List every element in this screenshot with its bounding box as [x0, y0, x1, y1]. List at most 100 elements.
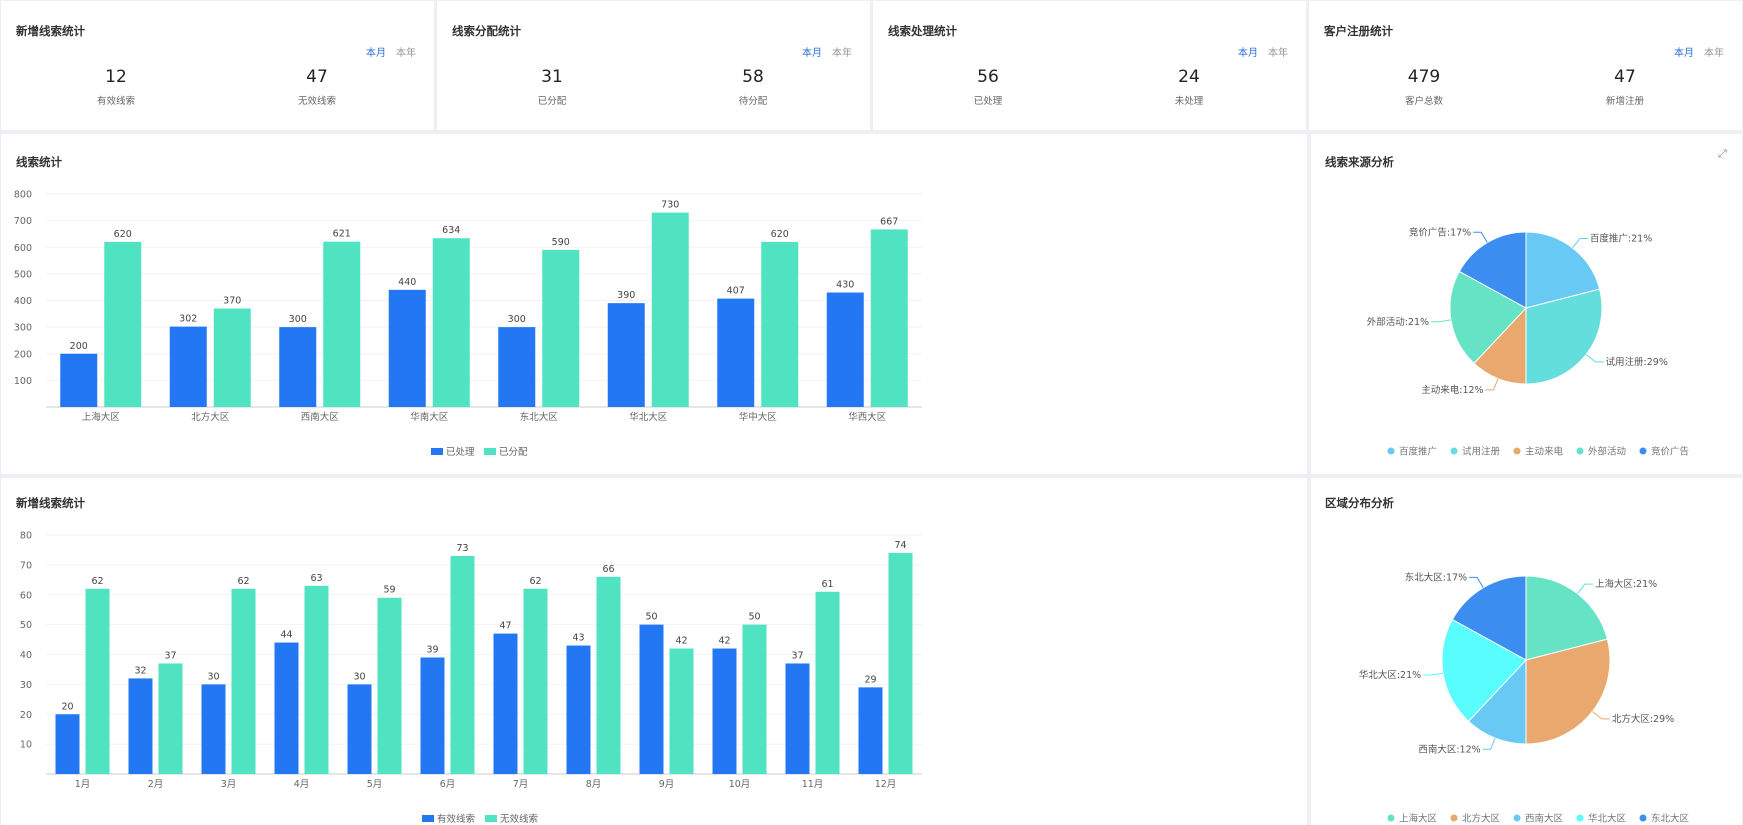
bar[interactable] — [785, 663, 810, 774]
legend-swatch — [1387, 814, 1395, 822]
x-tick-label: 上海大区 — [82, 411, 121, 423]
bar[interactable] — [669, 648, 694, 774]
toggle-month[interactable]: 本月 — [1674, 48, 1694, 59]
bar[interactable] — [651, 212, 689, 407]
stat-value: 12 — [105, 67, 127, 87]
legend-swatch — [1450, 814, 1458, 822]
bar[interactable] — [450, 555, 475, 774]
legend-label[interactable]: 西南大区 — [1525, 813, 1564, 825]
bar[interactable] — [85, 588, 110, 774]
legend-swatch — [1450, 447, 1458, 455]
legend-swatch — [431, 448, 443, 455]
pie-slice-label: 试用注册:29% — [1606, 356, 1668, 368]
bar[interactable] — [231, 588, 256, 774]
bar[interactable] — [169, 326, 207, 407]
toggle-year[interactable]: 本年 — [832, 48, 852, 59]
bar[interactable] — [128, 678, 153, 774]
pie-slice[interactable] — [1525, 575, 1608, 661]
bar-value-label: 43 — [572, 633, 584, 644]
pie-label-line — [1423, 672, 1444, 676]
bar[interactable] — [213, 308, 251, 407]
bar[interactable] — [717, 298, 755, 407]
legend-label[interactable]: 已分配 — [499, 447, 528, 458]
bar[interactable] — [566, 645, 591, 774]
pie-slice[interactable] — [1458, 231, 1527, 309]
bar[interactable] — [158, 663, 183, 774]
pie-slice[interactable] — [1441, 618, 1527, 722]
y-tick-label: 70 — [20, 560, 32, 571]
bar[interactable] — [104, 241, 142, 407]
bar[interactable] — [493, 633, 518, 774]
toggle-month[interactable]: 本月 — [366, 48, 386, 59]
pie-slice[interactable] — [1467, 658, 1527, 745]
legend-label[interactable]: 竞价广告 — [1651, 446, 1689, 458]
bar[interactable] — [596, 576, 621, 774]
legend-label[interactable]: 上海大区 — [1399, 813, 1438, 825]
bar[interactable] — [742, 624, 767, 774]
bar[interactable] — [432, 238, 470, 407]
toggle-year[interactable]: 本年 — [396, 48, 416, 59]
legend-label[interactable]: 主动来电 — [1525, 446, 1564, 458]
toggle-month[interactable]: 本月 — [1238, 48, 1258, 59]
lead-source-title: 线索来源分析 — [1325, 155, 1394, 169]
stat-card-title: 线索处理统计 — [888, 24, 957, 38]
bar[interactable] — [279, 327, 317, 407]
bar[interactable] — [420, 657, 445, 774]
bar[interactable] — [826, 292, 864, 407]
toggle-year[interactable]: 本年 — [1268, 48, 1288, 59]
toggle-year[interactable]: 本年 — [1704, 48, 1724, 59]
stat-label: 有效线索 — [96, 96, 135, 107]
lead-stats-card: 线索统计 100 200 300 400 500 600 700 800 上海大区 200 620 北… — [1, 134, 1307, 474]
pie-slice[interactable] — [1525, 231, 1601, 309]
x-tick-label: 3月 — [221, 779, 237, 790]
legend-label[interactable]: 有效线索 — [437, 813, 475, 825]
bar[interactable] — [888, 552, 913, 774]
period-toggle: 本月 本年 — [1664, 44, 1724, 59]
bar[interactable] — [542, 249, 580, 407]
legend-label[interactable]: 无效线索 — [500, 813, 538, 825]
y-tick-label: 80 — [20, 531, 32, 542]
pie-slice[interactable] — [1525, 288, 1603, 385]
bar[interactable] — [712, 648, 737, 774]
x-tick-label: 8月 — [586, 779, 602, 790]
x-tick-label: 10月 — [729, 779, 751, 790]
bar[interactable] — [870, 229, 908, 407]
x-tick-label: 华北大区 — [629, 411, 668, 423]
bar[interactable] — [60, 353, 98, 407]
x-tick-label: 西南大区 — [301, 411, 340, 423]
bar[interactable] — [388, 289, 426, 407]
stat-value: 47 — [1614, 67, 1636, 87]
legend-label[interactable]: 试用注册 — [1462, 446, 1501, 458]
y-tick-label: 700 — [14, 216, 32, 227]
bar[interactable] — [815, 591, 840, 774]
legend-label[interactable]: 北方大区 — [1462, 813, 1501, 825]
bar[interactable] — [323, 241, 361, 407]
legend-label[interactable]: 已处理 — [446, 446, 475, 458]
expand-icon[interactable]: ⤢ — [1718, 147, 1727, 160]
x-tick-label: 1月 — [75, 779, 91, 790]
legend-label[interactable]: 外部活动 — [1588, 446, 1626, 458]
legend-label[interactable]: 华北大区 — [1588, 813, 1627, 825]
bar[interactable] — [523, 588, 548, 774]
bar[interactable] — [858, 687, 883, 774]
bar[interactable] — [274, 642, 299, 774]
x-tick-label: 9月 — [659, 779, 675, 790]
bar[interactable] — [639, 624, 664, 774]
pie-label-line — [1473, 231, 1488, 243]
bar[interactable] — [761, 241, 799, 407]
legend-label[interactable]: 东北大区 — [1651, 813, 1690, 825]
pie-label-line — [1482, 737, 1496, 750]
bar[interactable] — [498, 327, 536, 407]
bar[interactable] — [347, 684, 372, 774]
bar-value-label: 634 — [442, 225, 460, 236]
bar[interactable] — [304, 585, 329, 774]
toggle-month[interactable]: 本月 — [802, 48, 822, 59]
bar[interactable] — [55, 714, 80, 774]
pie-slice-label: 北方大区:29% — [1612, 713, 1674, 725]
pie-slice[interactable] — [1525, 638, 1611, 745]
legend-label[interactable]: 百度推广 — [1399, 446, 1437, 458]
bar[interactable] — [377, 597, 402, 774]
bar-value-label: 390 — [617, 290, 635, 301]
bar[interactable] — [607, 303, 645, 407]
bar[interactable] — [201, 684, 226, 774]
